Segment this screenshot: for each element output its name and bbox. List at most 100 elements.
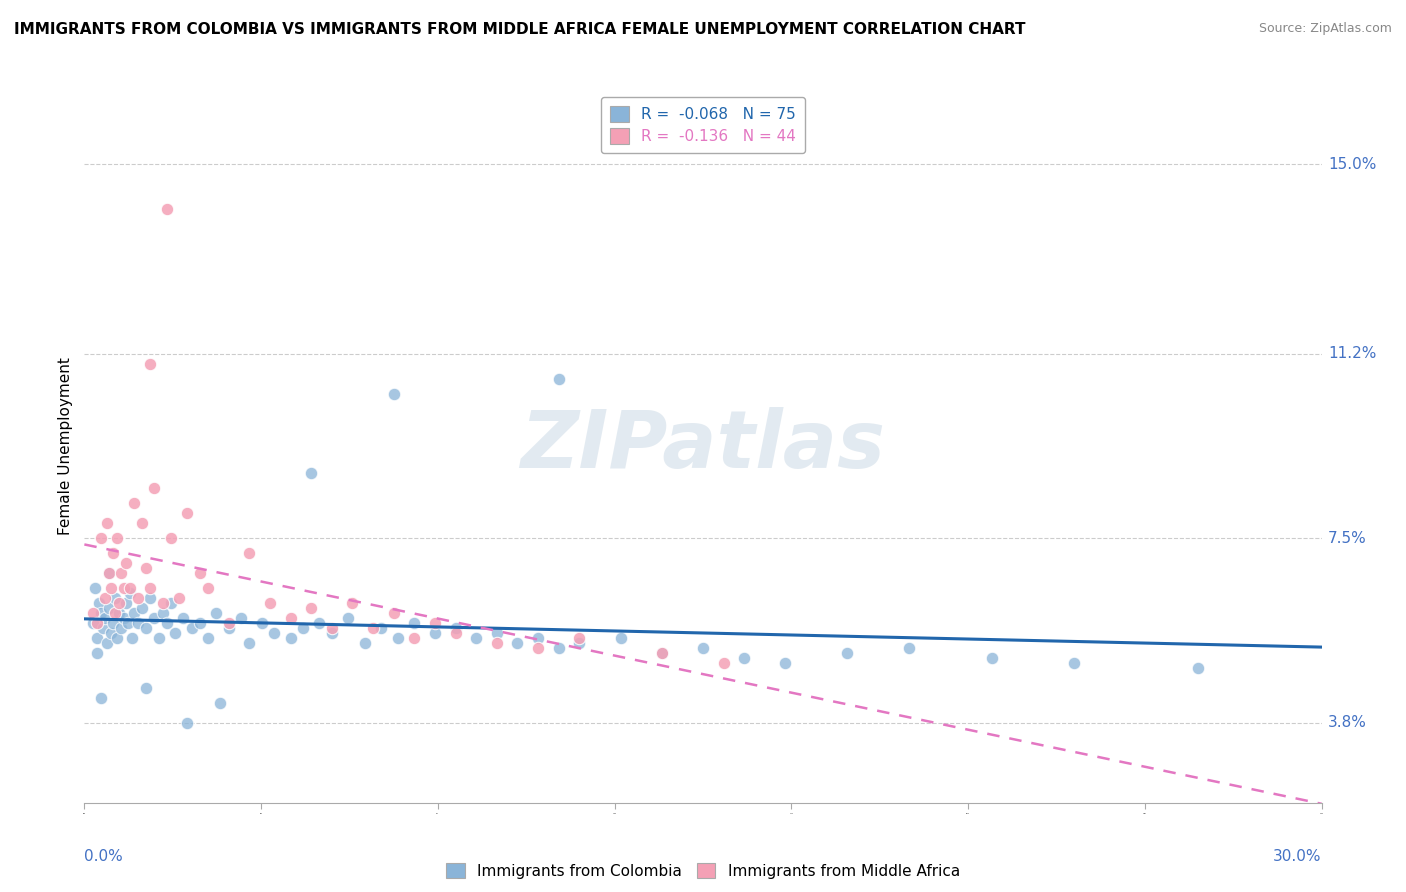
Point [135, 681, 157, 695]
Point [131, 516, 153, 531]
Point [110, 621, 132, 635]
Point [160, 531, 183, 545]
Point [90, 606, 112, 620]
Point [96, 636, 118, 650]
Point [86, 616, 108, 631]
Point [527, 641, 550, 656]
Point [218, 621, 240, 635]
Point [152, 606, 174, 620]
Text: 11.2%: 11.2% [1327, 346, 1376, 361]
Point [188, 616, 211, 631]
Point [131, 601, 153, 615]
Point [423, 626, 446, 640]
Point [112, 581, 135, 595]
Point [651, 646, 673, 660]
Point [898, 641, 921, 656]
Text: ZIPatlas: ZIPatlas [520, 407, 886, 485]
Y-axis label: Female Unemployment: Female Unemployment [58, 357, 73, 535]
Point [94, 611, 117, 625]
Point [404, 616, 426, 631]
Point [118, 581, 141, 595]
Point [103, 616, 125, 631]
Point [444, 626, 467, 640]
Point [775, 656, 797, 670]
Point [280, 631, 302, 645]
Point [980, 651, 1002, 665]
Point [238, 636, 260, 650]
Point [209, 696, 232, 710]
Point [547, 641, 569, 656]
Point [733, 651, 755, 665]
Point [98, 566, 121, 581]
Point [291, 621, 314, 635]
Point [86, 631, 108, 645]
Point [229, 611, 252, 625]
Point [114, 596, 136, 610]
Point [122, 606, 145, 620]
Text: IMMIGRANTS FROM COLOMBIA VS IMMIGRANTS FROM MIDDLE AFRICA FEMALE UNEMPLOYMENT CO: IMMIGRANTS FROM COLOMBIA VS IMMIGRANTS F… [14, 22, 1025, 37]
Point [692, 641, 714, 656]
Point [299, 467, 322, 481]
Text: 30.0%: 30.0% [1274, 849, 1322, 864]
Point [139, 591, 162, 606]
Point [100, 581, 122, 595]
Point [112, 611, 135, 625]
Point [87, 596, 110, 610]
Point [108, 596, 131, 610]
Point [180, 621, 202, 635]
Point [485, 636, 508, 650]
Point [127, 616, 149, 631]
Point [176, 507, 198, 521]
Point [98, 566, 121, 581]
Point [105, 531, 128, 545]
Point [218, 616, 240, 631]
Point [361, 621, 384, 635]
Point [197, 631, 219, 645]
Text: 3.8%: 3.8% [1327, 715, 1367, 731]
Point [299, 601, 322, 615]
Point [105, 631, 128, 645]
Point [94, 591, 117, 606]
Point [104, 606, 127, 620]
Point [188, 566, 211, 581]
Point [135, 561, 157, 575]
Point [308, 616, 330, 631]
Point [205, 606, 228, 620]
Point [387, 631, 409, 645]
Point [148, 631, 170, 645]
Point [1187, 661, 1209, 675]
Point [114, 556, 136, 570]
Point [143, 482, 166, 496]
Point [110, 566, 132, 581]
Point [337, 611, 360, 625]
Point [176, 715, 198, 730]
Point [172, 611, 194, 625]
Point [238, 546, 260, 560]
Point [82, 616, 104, 631]
Point [160, 596, 183, 610]
Point [485, 626, 508, 640]
Point [568, 631, 591, 645]
Point [165, 626, 187, 640]
Point [135, 621, 157, 635]
Point [321, 626, 343, 640]
Point [651, 646, 673, 660]
Point [156, 202, 179, 216]
Point [91, 621, 114, 635]
Point [713, 656, 735, 670]
Text: Source: ZipAtlas.com: Source: ZipAtlas.com [1258, 22, 1392, 36]
Text: 7.5%: 7.5% [1327, 531, 1367, 546]
Point [122, 496, 145, 510]
Point [127, 591, 149, 606]
Point [547, 371, 569, 385]
Point [167, 591, 190, 606]
Point [342, 596, 364, 610]
Point [139, 581, 162, 595]
Point [103, 546, 125, 560]
Point [152, 596, 174, 610]
Point [143, 611, 166, 625]
Point [444, 621, 467, 635]
Legend: Immigrants from Colombia, Immigrants from Middle Africa: Immigrants from Colombia, Immigrants fro… [437, 854, 969, 888]
Point [465, 631, 488, 645]
Point [197, 581, 219, 595]
